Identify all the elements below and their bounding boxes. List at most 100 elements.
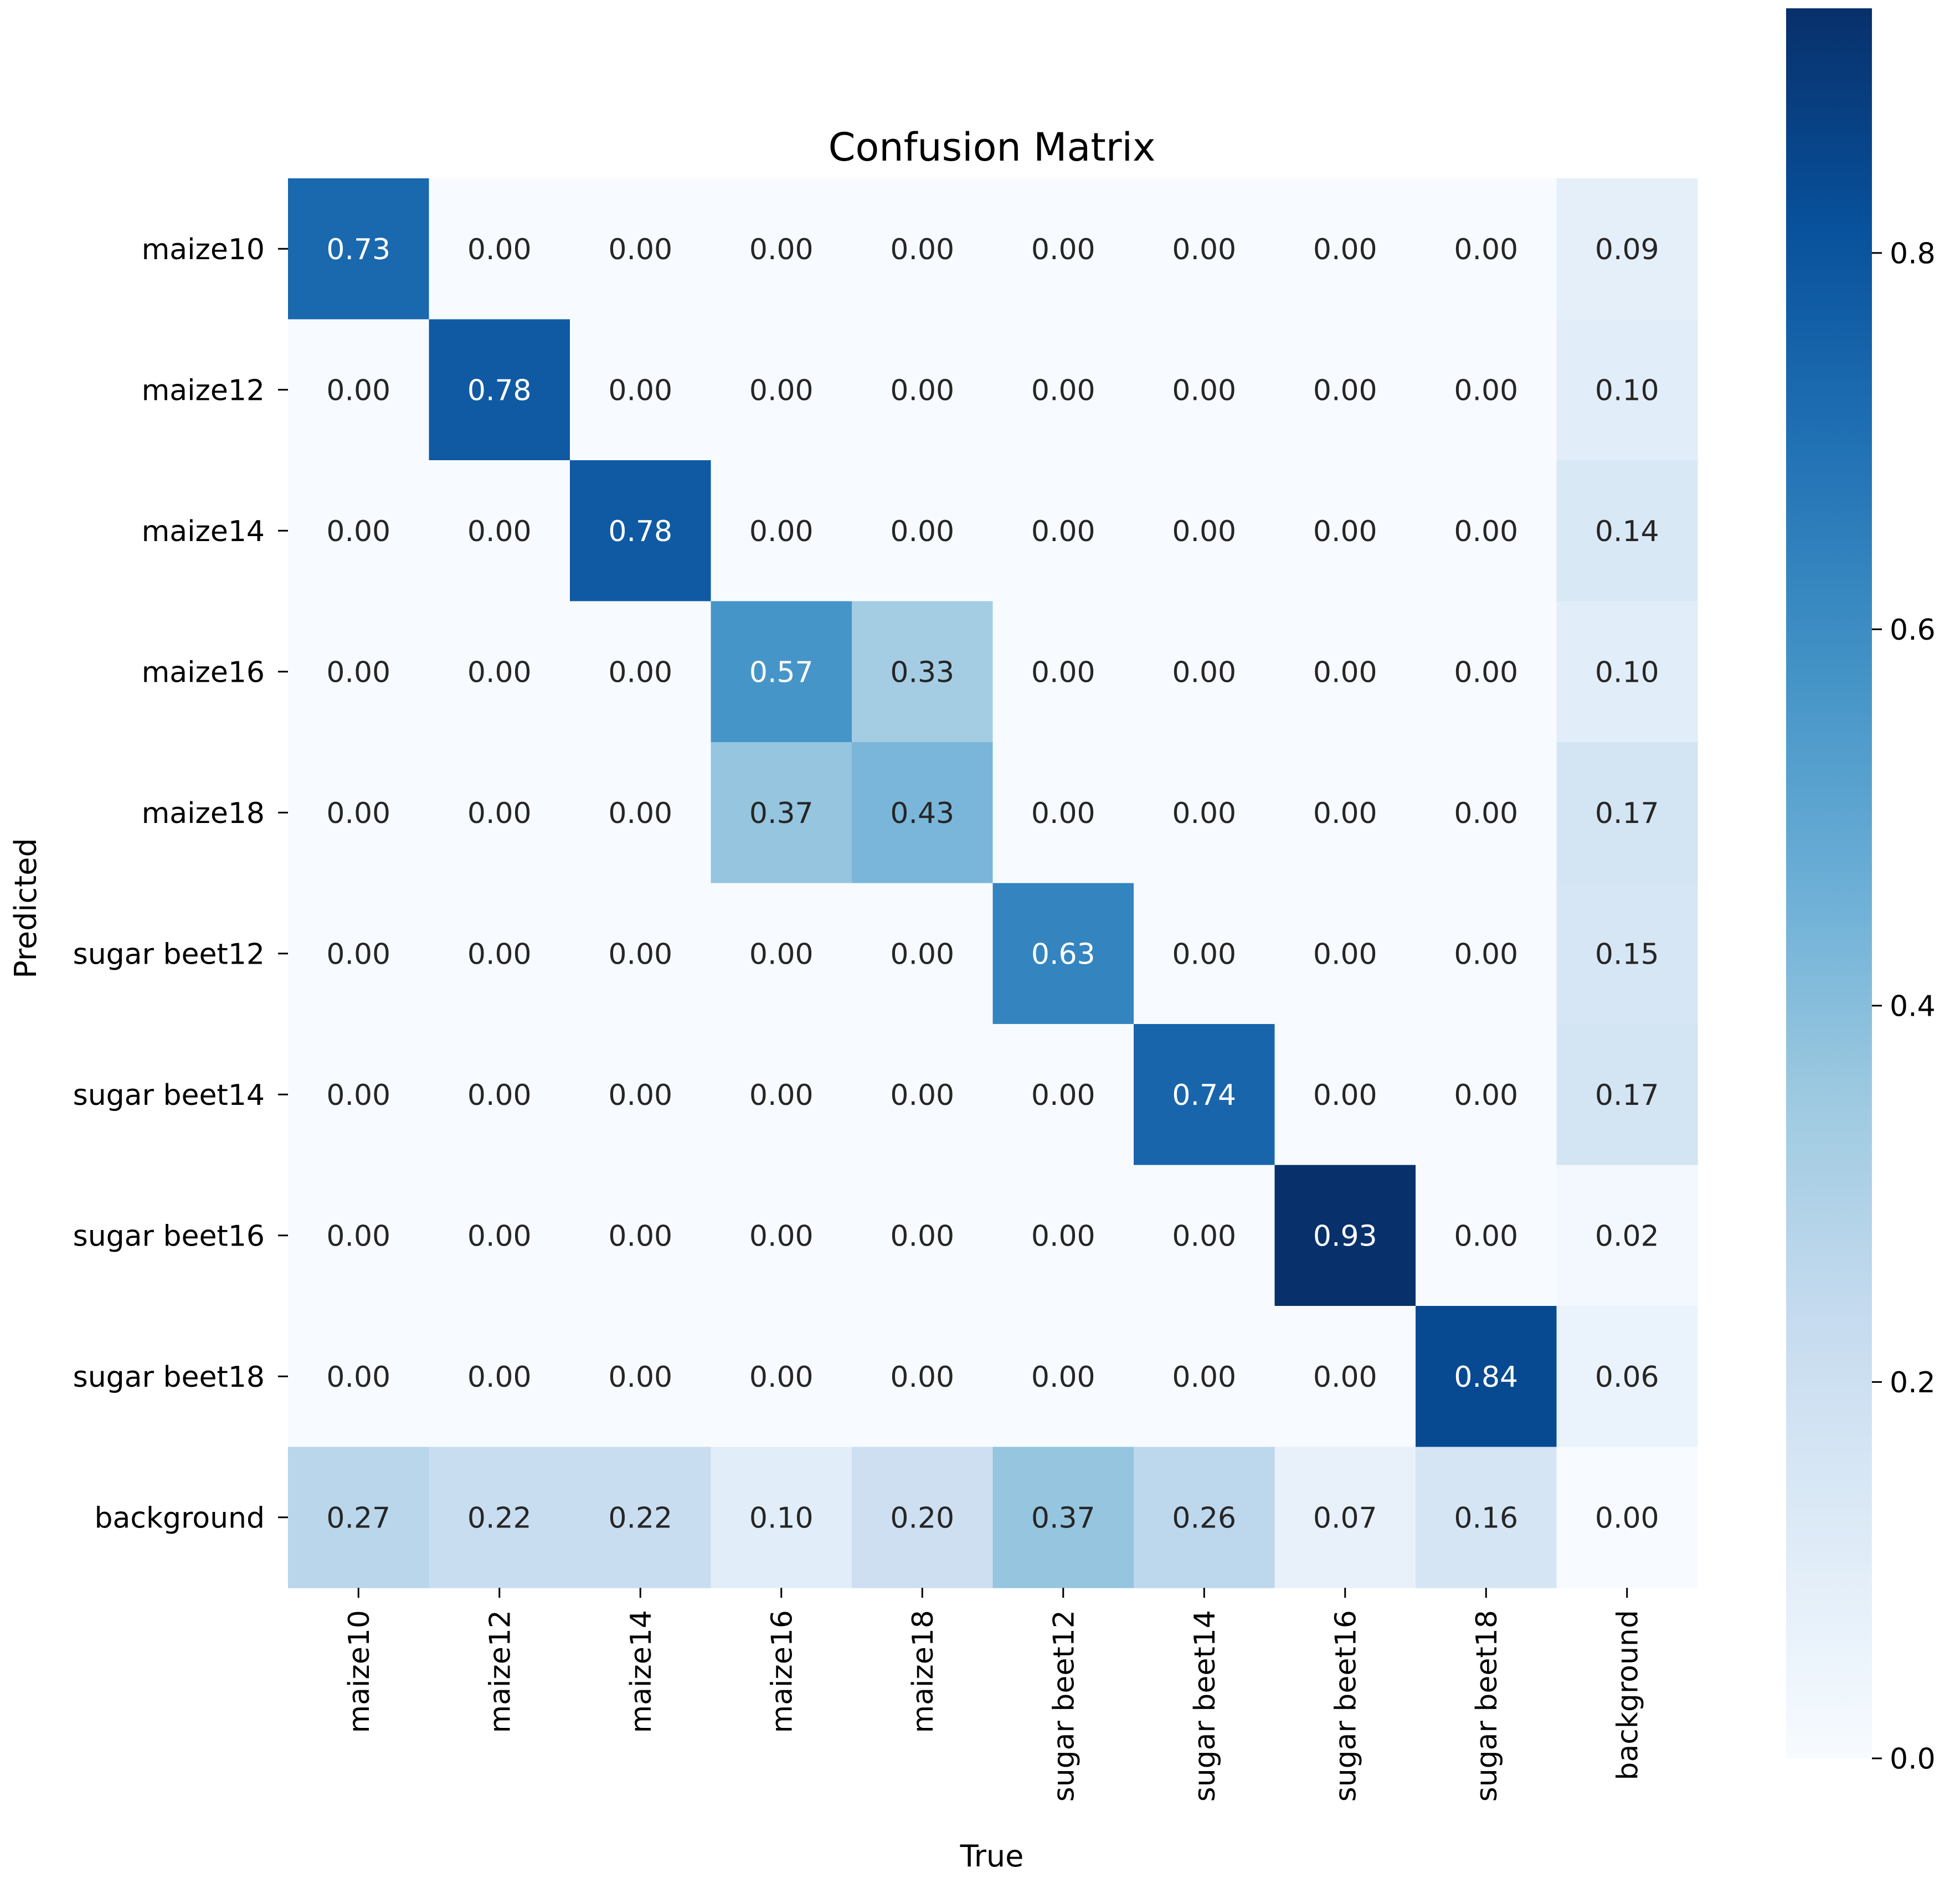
cell-value-label: 0.00 xyxy=(1031,233,1095,266)
heatmap-cell xyxy=(570,742,712,884)
cell-value-label: 0.00 xyxy=(1454,938,1518,971)
x-axis-label: True xyxy=(960,1839,1024,1874)
heatmap-cell xyxy=(429,1306,570,1448)
cell-value-label: 0.00 xyxy=(1454,233,1518,266)
cell-value-label: 0.00 xyxy=(326,515,390,548)
cell-value-label: 0.00 xyxy=(467,515,532,548)
heatmap-cell xyxy=(570,1024,712,1166)
heatmap-cell xyxy=(711,319,852,461)
cell-value-label: 0.00 xyxy=(1313,1361,1377,1394)
heatmap-cell xyxy=(288,460,430,602)
heatmap-cell xyxy=(992,1306,1134,1448)
heatmap-cell xyxy=(711,883,852,1025)
cell-value-label: 0.00 xyxy=(1454,515,1518,548)
heatmap-cell xyxy=(992,883,1134,1025)
heatmap-cell xyxy=(1416,319,1557,461)
y-tick-label-maize18: maize18 xyxy=(142,797,265,830)
colorbar-tick-label: 0.4 xyxy=(1890,990,1936,1023)
x-axis-ticks: maize10 maize12 maize14 maize16 maize18 sugar… xyxy=(343,1588,1644,1802)
cell-value-label: 0.00 xyxy=(1031,656,1095,689)
heatmap-cell xyxy=(1556,883,1698,1025)
heatmap-cell xyxy=(711,742,852,884)
heatmap-cell xyxy=(288,883,430,1025)
heatmap-cell xyxy=(1416,883,1557,1025)
cell-value-label: 0.57 xyxy=(749,656,814,689)
heatmap-cell xyxy=(852,1306,994,1448)
heatmap-cell xyxy=(1274,1306,1416,1448)
x-tick-label-maize12: maize12 xyxy=(483,1610,517,1733)
heatmap-cell xyxy=(992,1024,1134,1166)
heatmap-cell xyxy=(1134,178,1275,320)
cell-value-label: 0.00 xyxy=(1454,374,1518,407)
heatmap-cell xyxy=(429,601,570,743)
cell-value-label: 0.43 xyxy=(890,797,954,830)
cell-value-label: 0.00 xyxy=(749,233,814,266)
cell-value-label: 0.00 xyxy=(1031,374,1095,407)
cell-value-label: 0.00 xyxy=(467,656,532,689)
cell-value-label: 0.26 xyxy=(1172,1501,1236,1535)
heatmap-cell xyxy=(1556,601,1698,743)
heatmap-cell xyxy=(852,460,994,602)
heatmap-cell xyxy=(1556,1447,1698,1588)
cell-value-label: 0.00 xyxy=(608,1079,672,1112)
x-tick-label-maize14: maize14 xyxy=(625,1610,658,1733)
cell-value-label: 0.00 xyxy=(1172,656,1236,689)
heatmap-cell xyxy=(1274,319,1416,461)
heatmap-cell xyxy=(1416,601,1557,743)
y-tick-label-sugar-beet12: sugar beet12 xyxy=(73,938,265,971)
cell-value-label: 0.00 xyxy=(608,233,672,266)
heatmap-cell xyxy=(429,178,570,320)
cell-value-label: 0.00 xyxy=(1313,1079,1377,1112)
cell-value-label: 0.00 xyxy=(467,233,532,266)
cell-value-label: 0.00 xyxy=(467,1220,532,1253)
heatmap-cell xyxy=(1416,460,1557,602)
colorbar-tick-label: 0.6 xyxy=(1890,614,1936,647)
cell-value-label: 0.00 xyxy=(749,515,814,548)
heatmap-cell xyxy=(1556,1024,1698,1166)
cell-value-label: 0.93 xyxy=(1313,1220,1377,1253)
cell-value-label: 0.37 xyxy=(1031,1501,1095,1535)
y-tick-label-sugar-beet14: sugar beet14 xyxy=(73,1079,265,1112)
heatmap-cell xyxy=(570,319,712,461)
cell-value-label: 0.02 xyxy=(1595,1220,1659,1253)
heatmap-cell xyxy=(570,460,712,602)
heatmap-cell xyxy=(1274,883,1416,1025)
y-tick-label-sugar-beet18: sugar beet18 xyxy=(73,1361,265,1394)
cell-value-label: 0.00 xyxy=(326,797,390,830)
heatmap-cell xyxy=(1416,1024,1557,1166)
cell-value-label: 0.00 xyxy=(749,1220,814,1253)
heatmap-cell xyxy=(1274,1024,1416,1166)
heatmap-cell xyxy=(1274,601,1416,743)
heatmap-cell xyxy=(429,883,570,1025)
colorbar xyxy=(1786,8,1872,1758)
heatmap-cell xyxy=(429,1165,570,1306)
cell-value-label: 0.00 xyxy=(608,1361,672,1394)
heatmap-cell xyxy=(570,1447,712,1588)
cell-value-label: 0.00 xyxy=(467,1361,532,1394)
cell-value-label: 0.00 xyxy=(1313,233,1377,266)
cell-value-label: 0.33 xyxy=(890,656,954,689)
heatmap-cell xyxy=(1556,742,1698,884)
cell-value-label: 0.10 xyxy=(1595,656,1659,689)
cell-value-label: 0.00 xyxy=(1172,797,1236,830)
heatmap-cell xyxy=(1416,178,1557,320)
heatmap-cell xyxy=(852,1447,994,1588)
cell-value-label: 0.00 xyxy=(326,1079,390,1112)
heatmap-cell xyxy=(1274,1447,1416,1588)
cell-value-label: 0.00 xyxy=(1454,656,1518,689)
heatmap-cell xyxy=(711,1447,852,1588)
heatmap-cell xyxy=(711,601,852,743)
cell-value-label: 0.00 xyxy=(608,1220,672,1253)
x-tick-label-sugar-beet12: sugar beet12 xyxy=(1047,1610,1081,1802)
cell-value-label: 0.09 xyxy=(1595,233,1659,266)
heatmap-cell xyxy=(288,319,430,461)
cell-value-label: 0.00 xyxy=(326,656,390,689)
cell-value-label: 0.84 xyxy=(1454,1361,1518,1394)
cell-value-label: 0.00 xyxy=(1454,797,1518,830)
cell-value-label: 0.10 xyxy=(749,1501,814,1535)
heatmap-cell xyxy=(429,1447,570,1588)
heatmap-cell xyxy=(1416,742,1557,884)
heatmap-cell xyxy=(288,742,430,884)
cell-value-label: 0.00 xyxy=(467,1079,532,1112)
